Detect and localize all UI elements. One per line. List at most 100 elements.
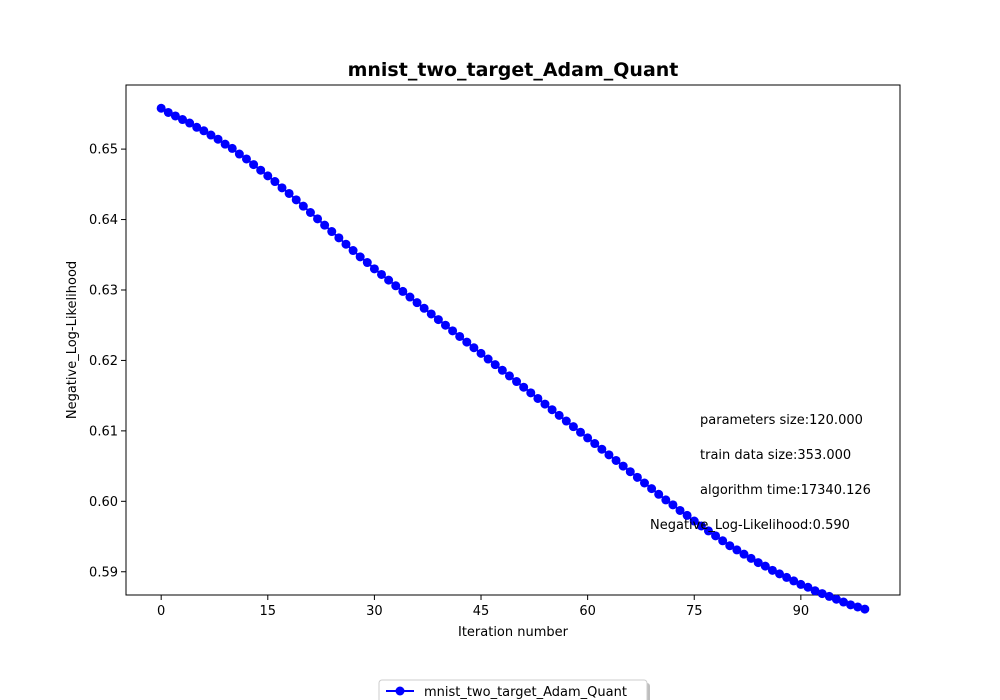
data-point <box>775 569 785 579</box>
data-point <box>213 134 223 144</box>
data-point <box>291 195 301 205</box>
legend-marker-swatch <box>395 686 405 696</box>
x-axis-label: Iteration number <box>458 625 569 640</box>
data-point <box>341 239 351 249</box>
data-point <box>391 281 401 291</box>
plot-frame <box>125 84 901 596</box>
data-point <box>732 545 742 555</box>
y-axis-label: Negative_Log-Likelihood <box>65 261 80 419</box>
data-point <box>632 472 642 482</box>
data-point <box>398 286 408 296</box>
data-point <box>362 258 372 268</box>
data-point <box>561 416 571 426</box>
data-point <box>462 337 472 347</box>
data-point <box>853 602 863 612</box>
data-point <box>519 382 529 392</box>
annotation-nll: Negative_Log-Likelihood:0.590 <box>650 518 850 533</box>
data-point <box>263 171 273 181</box>
data-point <box>320 220 330 230</box>
data-point <box>654 489 664 499</box>
data-point <box>703 526 713 536</box>
data-point <box>810 586 820 596</box>
data-point <box>192 122 202 132</box>
data-point <box>490 360 500 370</box>
chart-title: mnist_two_target_Adam_Quant <box>348 59 679 81</box>
y-tick-label: 0.60 <box>89 495 118 510</box>
data-point <box>163 107 173 117</box>
data-point <box>377 269 387 279</box>
data-point <box>661 495 671 505</box>
data-point <box>831 594 841 604</box>
data-point <box>270 177 280 187</box>
data-point <box>483 354 493 364</box>
data-point <box>618 461 628 471</box>
annotation-algorithm-time: algorithm time:17340.126 <box>700 483 871 498</box>
data-point <box>846 600 856 610</box>
data-point <box>682 510 692 520</box>
data-point <box>739 549 749 559</box>
legend-box <box>378 679 648 700</box>
x-axis-ticks: 0 15 30 45 60 75 90 <box>157 595 809 619</box>
data-point <box>369 264 379 274</box>
data-point <box>284 188 294 198</box>
data-point <box>604 450 614 460</box>
data-point <box>568 422 578 432</box>
data-point <box>796 579 806 589</box>
data-point <box>426 309 436 319</box>
data-point <box>533 393 543 403</box>
data-point <box>789 576 799 586</box>
data-point <box>540 399 550 409</box>
data-point <box>277 183 287 193</box>
data-point <box>348 246 358 256</box>
x-tick-label: 90 <box>793 604 810 619</box>
data-point <box>512 377 522 387</box>
data-point <box>689 516 699 526</box>
data-point <box>817 589 827 599</box>
data-point <box>334 233 344 243</box>
y-tick-label: 0.61 <box>89 424 118 439</box>
y-tick-label: 0.62 <box>89 354 118 369</box>
data-point <box>249 160 259 170</box>
legend: mnist_two_target_Adam_Quant <box>378 679 650 700</box>
data-point <box>718 536 728 546</box>
data-point <box>220 139 230 149</box>
data-point <box>760 561 770 571</box>
data-point <box>753 558 763 568</box>
data-point <box>696 521 706 531</box>
y-tick-label: 0.63 <box>89 283 118 298</box>
data-point <box>412 298 422 308</box>
data-point <box>433 315 443 325</box>
data-point <box>590 439 600 449</box>
data-point <box>355 252 365 262</box>
data-point <box>440 320 450 330</box>
data-point <box>824 591 834 601</box>
legend-label: mnist_two_target_Adam_Quant <box>424 685 627 700</box>
series-layer <box>156 103 870 614</box>
data-point <box>583 433 593 443</box>
data-point <box>668 500 678 510</box>
data-point <box>298 201 308 211</box>
data-point <box>178 115 187 125</box>
data-point <box>448 326 458 336</box>
data-point <box>839 597 848 607</box>
data-point <box>625 467 635 477</box>
data-point <box>711 531 721 541</box>
data-point <box>611 455 621 465</box>
data-point <box>405 292 415 302</box>
data-point <box>227 143 237 153</box>
data-point <box>597 444 607 454</box>
data-point <box>497 365 507 375</box>
x-tick-label: 75 <box>686 604 703 619</box>
data-point <box>767 565 777 575</box>
data-point <box>675 505 685 515</box>
data-point <box>576 427 586 437</box>
data-point <box>860 604 870 614</box>
data-point <box>526 388 536 398</box>
x-tick-label: 60 <box>579 604 596 619</box>
data-point <box>156 103 166 113</box>
data-point <box>327 227 337 237</box>
data-point <box>725 541 735 551</box>
data-point <box>256 165 266 175</box>
x-tick-label: 0 <box>157 604 165 619</box>
data-point <box>419 303 429 313</box>
